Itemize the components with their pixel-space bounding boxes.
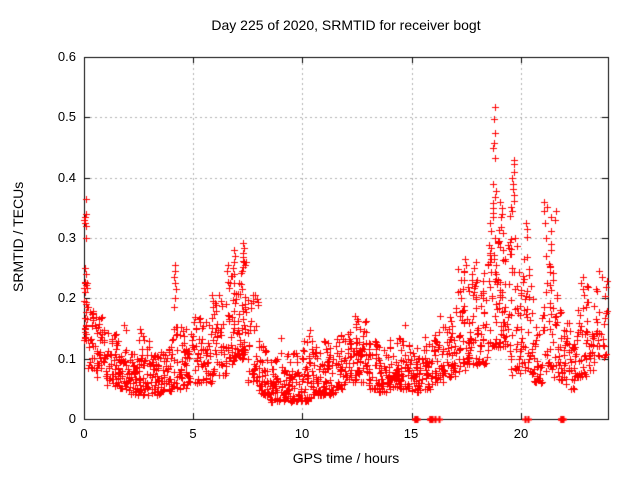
y-tick-label: 0 [68, 411, 76, 426]
y-tick-label: 0.1 [57, 351, 76, 366]
chart-title: Day 225 of 2020, SRMTID for receiver bog… [211, 17, 481, 33]
y-tick-label: 0.2 [57, 290, 76, 305]
x-tick-label: 15 [403, 426, 419, 441]
x-axis-label: GPS time / hours [292, 450, 400, 466]
x-tick-label: 20 [513, 426, 529, 441]
y-tick-label: 0.3 [57, 230, 76, 245]
y-tick-label: 0.5 [57, 109, 76, 124]
y-tick-label: 0.4 [57, 170, 76, 185]
x-tick-label: 5 [189, 426, 197, 441]
x-tick-label: 0 [80, 426, 88, 441]
y-axis-label: SRMTID / TECUs [10, 181, 26, 293]
x-tick-label: 10 [294, 426, 310, 441]
y-tick-label: 0.6 [57, 49, 76, 64]
